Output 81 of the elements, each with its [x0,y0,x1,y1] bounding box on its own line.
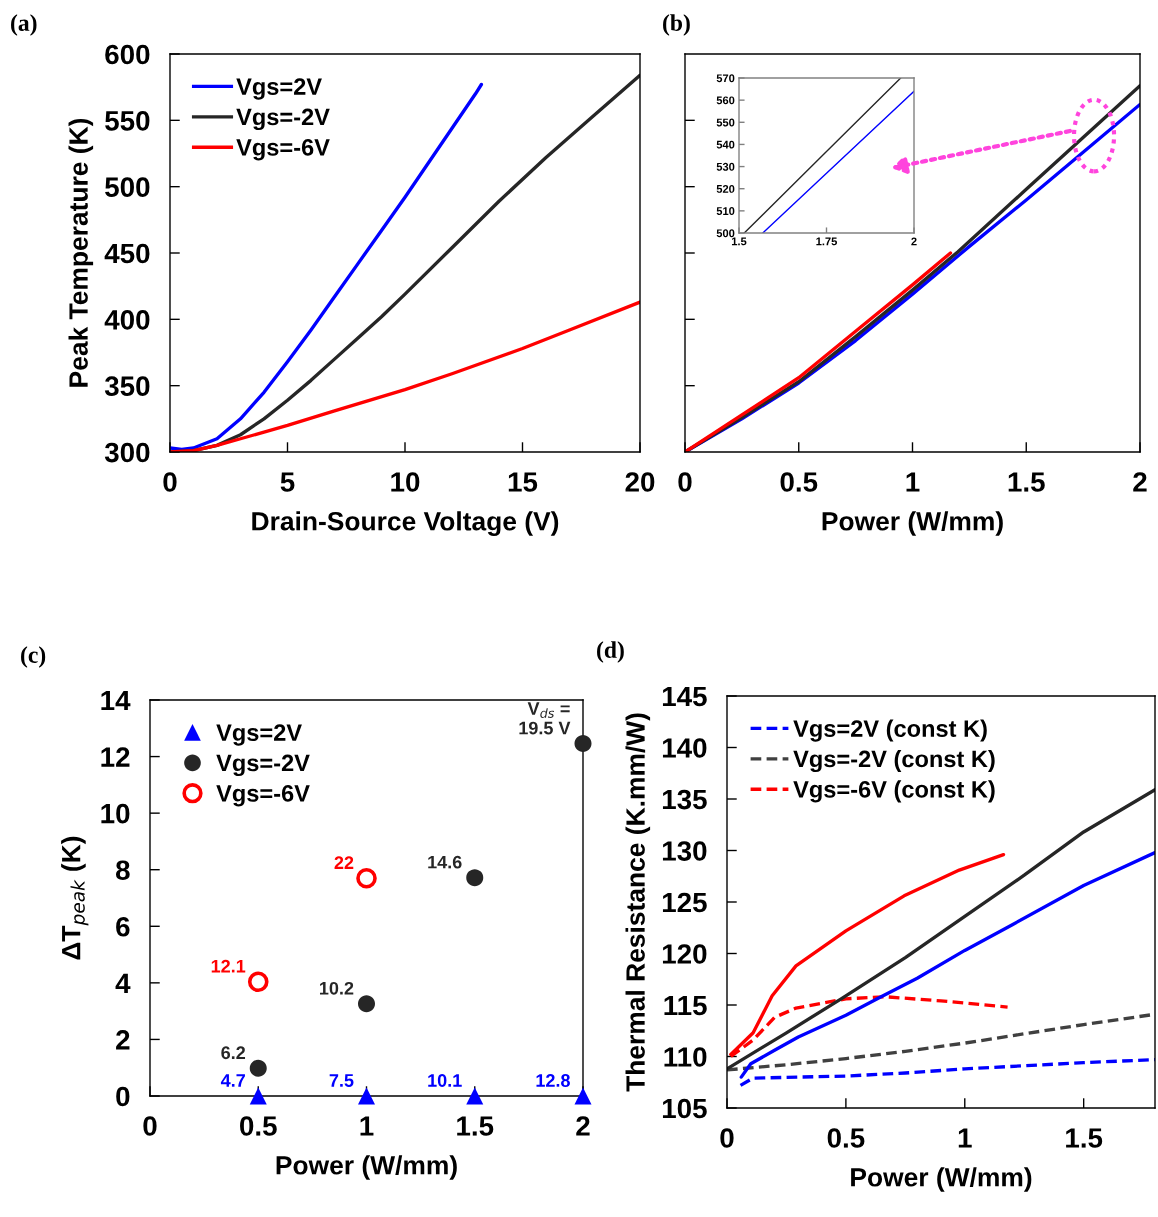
x-axis-title: Power (W/mm) [822,511,1003,536]
y-tick-label: 14 [101,690,131,711]
x-tick-label: 0.5 [240,1116,277,1136]
y-tick-label: 120 [662,944,707,964]
x-tick-label: 1 [958,1128,972,1148]
x-tick-label: 2 [576,1116,590,1136]
legend-label: Vgs=-6V [236,138,330,161]
y-tick-label: 105 [662,1098,707,1119]
x-tick-label: 1.5 [731,237,747,246]
y-tick-label: 130 [662,841,707,861]
x-axis-title: Power (W/mm) [276,1155,457,1180]
y-tick-label: 110 [664,1047,707,1067]
y-tick-label: 350 [104,376,150,397]
chart-title: (b) [663,14,690,36]
x-tick-label: 2 [911,237,917,246]
y-tick-label: 140 [662,738,707,758]
y-tick-label: 530 [716,162,735,171]
annotation: 12.8 [536,1074,570,1087]
x-tick-label: 10 [391,472,420,492]
x-tick-label: 0.5 [827,1128,865,1148]
y-tick-label: 4 [115,973,131,993]
x-tick-label: 0 [163,472,177,492]
x-tick-label: 20 [625,472,655,492]
x-axis-title: Power (W/mm) [851,1167,1032,1192]
legend-label: Vgs=-6V (const K) [793,780,995,803]
y-tick-label: 600 [105,44,150,65]
y-tick-label: 500 [105,177,150,198]
legend-label: Vgs=-2V [236,108,330,131]
y-tick-label: 520 [716,184,735,193]
y-tick-label: 135 [662,789,707,810]
y-axis-title: Peak Temperature (K) [68,118,94,387]
chart-title: (a) [11,14,37,36]
y-axis-title: ΔT$_{peak}$ (K) [61,836,89,960]
x-tick-label: 1.5 [1066,1128,1103,1148]
x-axis-title: Drain-Source Voltage (V) [252,511,559,536]
y-tick-label: 6 [116,916,130,937]
annotation: 7.5 [329,1074,354,1087]
annotation: 10.1 [428,1074,462,1087]
annotation: 22 [334,856,354,869]
y-tick-label: 450 [104,243,150,264]
y-tick-label: 145 [662,686,707,707]
y-tick-label: 550 [105,111,150,131]
y-tick-label: 10 [101,803,130,824]
annotation: 4.7 [220,1074,245,1087]
y-tick-label: 2 [116,1030,130,1050]
annotation: 10.2 [320,981,354,995]
y-tick-label: 540 [716,140,735,149]
y-tick-label: 510 [716,207,735,215]
x-tick-label: 15 [508,472,538,492]
annotation: 6.2 [221,1046,246,1060]
legend-label: Vgs=2V [216,724,302,746]
y-tick-label: 0 [116,1086,130,1107]
y-tick-label: 125 [662,892,707,913]
x-tick-label: 1.75 [816,237,837,246]
y-tick-label: 8 [115,860,130,881]
legend-label: Vgs=2V [236,78,322,100]
x-tick-label: 1.5 [1008,472,1045,492]
chart-title: (c) [21,646,46,668]
y-tick-label: 400 [104,310,150,330]
y-tick-label: 570 [716,74,735,83]
x-tick-label: 0.5 [780,472,818,492]
x-tick-label: 1 [906,472,920,492]
x-tick-label: 1.5 [457,1116,494,1136]
y-tick-label: 12 [101,747,130,767]
legend-label: Vgs=-2V [216,754,310,777]
x-tick-label: 5 [280,472,295,492]
y-tick-label: 115 [664,995,707,1016]
y-axis-title: Thermal Resistance (K.mm/W) [625,713,651,1092]
annotation: 12.1 [211,959,246,973]
legend-label: Vgs=-6V [216,784,310,807]
legend-label: Vgs=2V (const K) [793,719,987,742]
y-tick-label: 500 [716,229,735,238]
chart-title: (d) [597,641,624,663]
annotation: 14.6 [428,855,462,869]
y-tick-label: 300 [104,442,150,463]
x-tick-label: 1 [360,1116,374,1136]
y-tick-label: 550 [716,118,735,127]
y-tick-label: 560 [716,96,735,105]
annotation: V$_{ds}$ = 19.5 V [519,702,571,735]
x-tick-label: 2 [1133,472,1147,492]
legend-label: Vgs=-2V (const K) [793,749,995,773]
